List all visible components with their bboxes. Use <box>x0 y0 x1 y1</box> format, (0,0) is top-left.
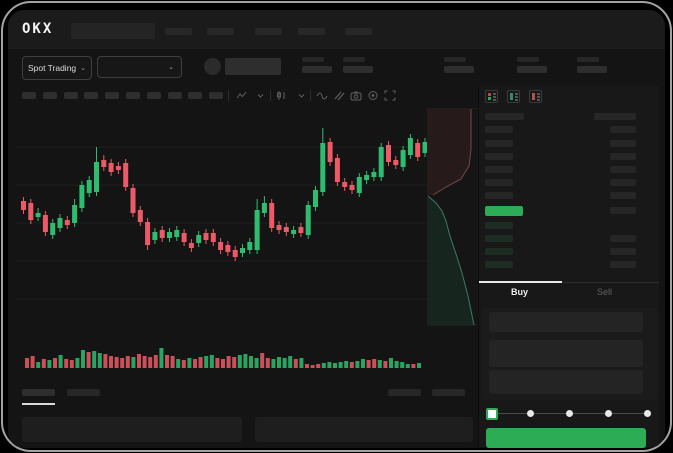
toolbar-divider <box>310 90 311 101</box>
bottom-action-1[interactable] <box>388 389 421 396</box>
stat-label-skeleton <box>444 57 466 62</box>
coin-avatar <box>204 58 221 75</box>
bid-amount-skeleton <box>610 261 636 268</box>
interval-button[interactable] <box>42 92 57 99</box>
ask-amount-skeleton <box>610 126 636 133</box>
nav-item-3[interactable] <box>255 28 282 35</box>
tab-sell[interactable]: Sell <box>597 287 613 297</box>
ask-amount-skeleton <box>610 192 636 199</box>
nav-item-1[interactable] <box>165 28 192 35</box>
stat-value-skeleton <box>343 66 373 73</box>
bottom-panel-right <box>255 417 473 442</box>
ask-price-skeleton <box>485 140 513 147</box>
interval-button[interactable] <box>105 92 120 99</box>
ask-price-skeleton <box>485 126 513 133</box>
price-input[interactable] <box>489 312 643 332</box>
ask-amount-skeleton <box>610 153 636 160</box>
bid-price-skeleton <box>485 248 513 255</box>
interval-button[interactable] <box>188 92 203 99</box>
order-book-panel: Buy Sell <box>478 86 659 448</box>
bottom-panel-left <box>22 417 242 442</box>
ask-amount-skeleton <box>610 166 636 173</box>
slider-step-0[interactable] <box>486 408 498 420</box>
camera-icon[interactable] <box>350 90 362 101</box>
candle-type-icon[interactable] <box>276 90 287 101</box>
search-input[interactable] <box>71 23 155 39</box>
toolbar-divider <box>270 90 271 101</box>
bid-amount-skeleton <box>610 235 636 242</box>
chevron-down-icon: ⌄ <box>80 64 87 72</box>
slider-step-3[interactable] <box>605 410 612 417</box>
market-type-label: Spot Trading <box>27 63 77 73</box>
tab-divider <box>562 282 659 283</box>
stat-value-skeleton <box>517 66 547 73</box>
buy-submit-button[interactable] <box>486 428 646 448</box>
depth-chart <box>427 108 479 326</box>
chevron-down-icon[interactable] <box>296 90 307 101</box>
chevron-down-icon[interactable] <box>255 90 266 101</box>
bottom-tab-active-underline <box>22 403 55 405</box>
toolbar-divider <box>228 90 229 101</box>
candlestick-chart[interactable] <box>16 106 478 338</box>
bottom-tab-2[interactable] <box>67 389 100 396</box>
nav-item-4[interactable] <box>298 28 325 35</box>
okx-logo: OKX <box>22 21 54 37</box>
bid-price-skeleton <box>485 261 513 268</box>
bid-amount-skeleton <box>610 248 636 255</box>
interval-button[interactable] <box>146 92 161 99</box>
fullscreen-icon[interactable] <box>384 90 396 101</box>
last-price-highlight <box>485 206 523 216</box>
market-type-dropdown[interactable]: Spot Trading ⌄ <box>22 56 92 80</box>
slider-step-1[interactable] <box>527 410 534 417</box>
bottom-action-2[interactable] <box>432 389 465 396</box>
top-nav: OKX <box>8 10 665 49</box>
stat-label-skeleton <box>577 57 599 62</box>
nav-item-5[interactable] <box>345 28 372 35</box>
interval-button[interactable] <box>209 92 224 99</box>
slider-step-4[interactable] <box>644 410 651 417</box>
asks-book-view-icon[interactable] <box>529 90 542 103</box>
ask-price-skeleton <box>485 192 513 199</box>
stat-label-skeleton <box>517 57 539 62</box>
bid-price-skeleton <box>485 235 513 242</box>
pair-name-skeleton <box>225 58 281 75</box>
compare-lines-icon[interactable] <box>333 90 345 101</box>
stat-label-skeleton <box>343 57 365 62</box>
interval-button[interactable] <box>84 92 99 99</box>
interval-button[interactable] <box>167 92 182 99</box>
nav-item-2[interactable] <box>207 28 234 35</box>
combined-book-view-icon[interactable] <box>485 90 498 103</box>
price-amount-skeleton <box>610 207 636 214</box>
app-window: OKX Spot Trading ⌄ ⌄ <box>8 10 665 448</box>
volume-chart <box>25 348 421 368</box>
tab-buy[interactable]: Buy <box>511 287 529 297</box>
ask-price-skeleton <box>485 179 513 186</box>
bottom-tab-1[interactable] <box>22 389 55 396</box>
ask-price-skeleton <box>485 153 513 160</box>
pair-select-dropdown[interactable]: ⌄ <box>97 56 182 78</box>
interval-button[interactable] <box>22 92 36 99</box>
stat-label-skeleton <box>302 57 324 62</box>
stat-value-skeleton <box>444 66 474 73</box>
ask-amount-skeleton <box>610 179 636 186</box>
interval-button[interactable] <box>126 92 140 99</box>
ob-header-amount <box>594 113 636 120</box>
buy-tab-indicator <box>479 281 562 283</box>
ob-header-price <box>485 113 524 120</box>
bid-price-skeleton <box>485 222 513 229</box>
chevron-down-icon: ⌄ <box>168 63 174 71</box>
indicator-wave-icon[interactable] <box>316 90 328 101</box>
slider-step-2[interactable] <box>566 410 573 417</box>
ask-price-skeleton <box>485 166 513 173</box>
stat-value-skeleton <box>302 66 332 73</box>
settings-icon[interactable] <box>367 90 378 101</box>
line-style-icon[interactable] <box>236 90 247 101</box>
interval-button[interactable] <box>63 92 78 99</box>
total-input[interactable] <box>489 370 643 394</box>
ask-amount-skeleton <box>610 140 636 147</box>
stat-value-skeleton <box>577 66 607 73</box>
amount-input[interactable] <box>489 340 643 367</box>
bids-book-view-icon[interactable] <box>507 90 520 103</box>
